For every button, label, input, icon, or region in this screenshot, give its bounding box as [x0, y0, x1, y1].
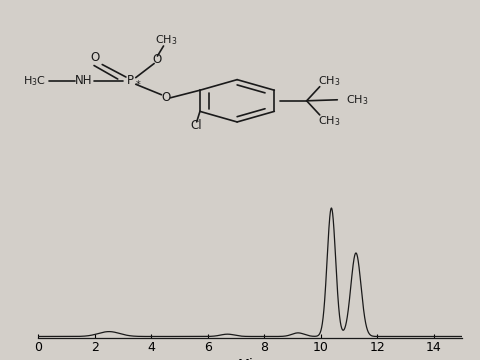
- Text: H$_3$C: H$_3$C: [23, 74, 46, 87]
- Text: O: O: [161, 91, 170, 104]
- Text: CH$_3$: CH$_3$: [317, 114, 340, 128]
- Text: O: O: [90, 51, 100, 64]
- Text: CH$_3$: CH$_3$: [317, 74, 340, 87]
- Text: P: P: [127, 74, 134, 87]
- Text: NH: NH: [75, 74, 92, 87]
- Text: CH$_3$: CH$_3$: [346, 93, 368, 107]
- Text: O: O: [153, 53, 162, 66]
- Text: CH$_3$: CH$_3$: [155, 33, 177, 47]
- Text: *: *: [135, 80, 140, 90]
- X-axis label: Min: Min: [237, 358, 262, 360]
- Text: Cl: Cl: [191, 120, 202, 132]
